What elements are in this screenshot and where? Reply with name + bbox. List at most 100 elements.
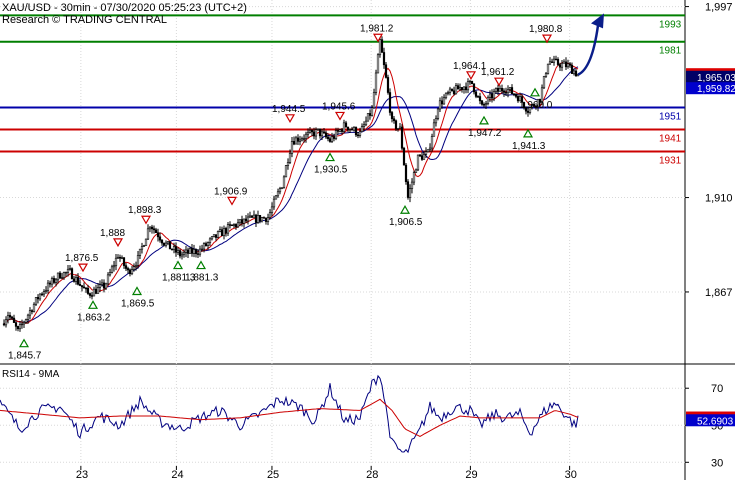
candle-body xyxy=(282,176,286,189)
candle-body xyxy=(496,87,500,92)
candle xyxy=(414,168,418,173)
candle-body xyxy=(492,91,496,99)
candle-body xyxy=(470,80,474,85)
candle xyxy=(186,247,190,259)
candle-body xyxy=(18,324,22,330)
candle xyxy=(64,271,68,277)
candle xyxy=(142,244,146,247)
price-tag-box xyxy=(686,82,735,95)
candle-body xyxy=(322,131,326,134)
candle xyxy=(474,90,478,99)
candle xyxy=(388,88,392,116)
candle-body xyxy=(438,100,442,110)
candle xyxy=(32,302,36,313)
candle-body xyxy=(430,136,434,149)
candle-body xyxy=(284,165,288,178)
price-tag-box xyxy=(686,70,735,83)
candle xyxy=(180,251,184,260)
candle xyxy=(572,68,576,76)
candle-body xyxy=(254,214,258,223)
candle-body xyxy=(338,129,342,132)
candle xyxy=(546,63,550,75)
candle-body xyxy=(182,252,186,255)
low-marker xyxy=(529,87,541,97)
candle xyxy=(494,87,498,94)
candle-body xyxy=(298,139,302,142)
candle xyxy=(320,128,324,140)
candle-body xyxy=(74,277,78,282)
candle-body xyxy=(196,253,200,255)
candle-body xyxy=(540,87,544,103)
candle-body xyxy=(546,63,550,75)
candle xyxy=(424,147,428,159)
candles xyxy=(2,36,580,332)
candle-body xyxy=(416,154,420,171)
low-marker xyxy=(399,205,411,214)
candle xyxy=(496,84,500,96)
candle xyxy=(228,221,232,229)
candle-body xyxy=(360,126,364,132)
candle xyxy=(106,272,110,286)
candle-body xyxy=(36,297,40,300)
candle xyxy=(236,218,240,228)
candle xyxy=(76,273,80,286)
candle-body xyxy=(278,188,282,193)
candle-body xyxy=(266,217,270,222)
candle xyxy=(482,102,486,108)
candle xyxy=(132,263,136,272)
candle xyxy=(552,55,556,66)
candle xyxy=(100,279,104,287)
low-label: 1,947.2 xyxy=(468,128,502,139)
candle-body xyxy=(372,92,376,109)
candle-body xyxy=(152,228,156,231)
candle xyxy=(328,136,332,143)
candle-body xyxy=(130,269,134,275)
candle-body xyxy=(20,323,24,326)
candle xyxy=(252,210,256,218)
candle xyxy=(126,266,130,274)
candle-body xyxy=(144,238,148,246)
candle-body xyxy=(574,70,578,77)
candle xyxy=(506,85,510,98)
candle-body xyxy=(534,105,538,108)
candle-body xyxy=(286,162,290,166)
candle xyxy=(556,57,560,66)
candle xyxy=(392,115,396,124)
candle-body xyxy=(542,75,546,89)
candle-body xyxy=(436,108,440,119)
candle xyxy=(112,260,116,272)
candle xyxy=(12,314,16,323)
candle xyxy=(526,106,530,117)
x-tick-label: 23 xyxy=(76,469,88,480)
candle xyxy=(6,311,10,324)
high-label: 1,876.5 xyxy=(65,253,99,264)
candle xyxy=(202,242,206,253)
candle-body xyxy=(426,149,430,152)
candle xyxy=(314,127,318,140)
candle-body xyxy=(122,257,126,266)
candle-body xyxy=(150,226,154,230)
candle-body xyxy=(556,59,560,65)
candle-body xyxy=(520,96,524,103)
candle-body xyxy=(518,96,522,102)
candle-body xyxy=(550,61,554,63)
candle-body xyxy=(112,265,116,268)
candle-body xyxy=(50,278,54,285)
low-label: 1,906.5 xyxy=(389,217,423,228)
candle xyxy=(382,47,386,69)
rsi-tick-label: 70 xyxy=(711,383,723,395)
candle-body xyxy=(246,216,250,222)
candle-body xyxy=(396,128,400,130)
candle-body xyxy=(80,285,84,288)
candle xyxy=(280,187,284,190)
candle xyxy=(40,292,44,297)
candle-body xyxy=(340,129,344,132)
candle xyxy=(540,84,544,106)
candle xyxy=(302,134,306,143)
candle-body xyxy=(406,181,410,198)
high-label: 1,964.1 xyxy=(453,61,487,72)
candle-body xyxy=(404,164,408,182)
candle-body xyxy=(568,63,572,66)
candle xyxy=(244,215,248,224)
candle-body xyxy=(216,231,220,238)
